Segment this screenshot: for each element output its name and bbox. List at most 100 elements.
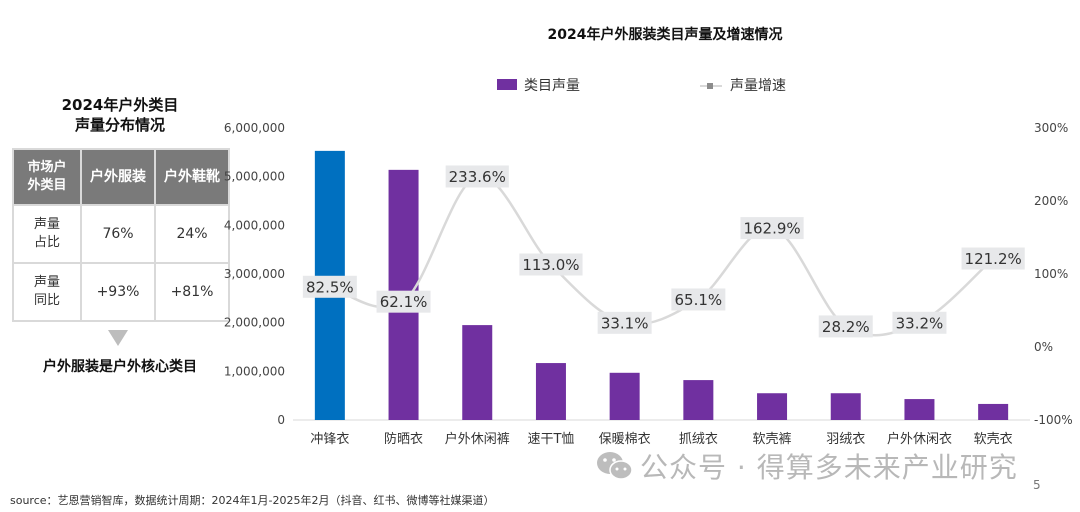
- bar: [462, 325, 493, 420]
- label-background: [740, 217, 804, 240]
- growth-label-text: 82.5%: [306, 278, 354, 296]
- bar: [609, 372, 640, 420]
- x-axis-labels: 冲锋衣 防晒衣 户外休闲裤 速干T恤 保暖棉衣 抓绒衣 软壳裤 羽绒衣 户外休闲衣 软壳衣: [310, 431, 1012, 447]
- table-header-row: 市场户 外类目 户外服装 户外鞋靴: [12, 148, 230, 206]
- wechat-icon: [596, 451, 634, 488]
- growth-data-label: 28.2%: [818, 315, 873, 338]
- page-number: 5: [1033, 478, 1041, 492]
- label-background: [597, 311, 652, 334]
- growth-data-label: 121.2%: [961, 247, 1025, 270]
- growth-label-text: 233.6%: [449, 168, 506, 186]
- y2-tick-label: 100%: [1034, 267, 1068, 281]
- growth-data-label: 113.0%: [519, 253, 583, 276]
- y-tick-label: 5,000,000: [224, 170, 285, 184]
- bar: [978, 403, 1009, 420]
- x-tick-label: 户外休闲裤: [445, 431, 510, 447]
- legend-line-marker: [707, 83, 713, 89]
- x-tick-label: 户外休闲衣: [887, 431, 952, 447]
- growth-line: [329, 175, 994, 337]
- growth-label-text: 113.0%: [522, 256, 579, 274]
- y-tick-label: 0: [277, 413, 285, 427]
- label-background: [519, 253, 583, 276]
- x-tick-label: 速干T恤: [527, 432, 574, 447]
- y-tick-label: 4,000,000: [224, 218, 285, 232]
- x-tick-label: 防晒衣: [384, 431, 423, 447]
- row-label-line: 声量: [33, 217, 60, 232]
- table-header-category: 市场户 外类目: [12, 148, 82, 206]
- legend-bar-label: 类目声量: [524, 78, 580, 94]
- label-background: [302, 275, 357, 298]
- label-background: [961, 247, 1025, 270]
- y-tick-label: 1,000,000: [224, 364, 285, 378]
- row-label-line: 占比: [33, 235, 60, 250]
- x-tick-label: 抓绒衣: [679, 431, 718, 447]
- legend-bar-swatch: [497, 79, 517, 90]
- table-cell: +93%: [80, 262, 156, 322]
- label-background: [818, 315, 873, 338]
- bar: [683, 380, 714, 420]
- table-cell: 76%: [80, 204, 156, 264]
- growth-label-text: 121.2%: [965, 250, 1022, 268]
- y2-tick-label: 300%: [1034, 121, 1068, 135]
- label-background: [445, 165, 509, 188]
- bar: [904, 399, 935, 420]
- y2-tick-label: -100%: [1034, 413, 1073, 427]
- watermark: 公众号 · 得算多未来产业研究: [596, 446, 1018, 488]
- chart-legend: 类目声量 声量增速: [497, 78, 786, 94]
- table-header-footwear: 户外鞋靴: [154, 148, 230, 206]
- x-tick-label: 冲锋衣: [310, 431, 349, 447]
- row-label-line: 声量: [33, 275, 60, 290]
- x-tick-label: 软壳裤: [753, 432, 792, 447]
- table-row: 声量 占比 76% 24%: [12, 204, 230, 264]
- growth-label-text: 62.1%: [380, 293, 428, 311]
- y2-tick-label: 200%: [1034, 194, 1068, 208]
- table-cell: 24%: [154, 204, 230, 264]
- growth-data-label: 33.2%: [892, 311, 947, 334]
- header-line: 市场户: [27, 160, 67, 175]
- left-title-line2: 声量分布情况: [74, 116, 165, 134]
- table-header-apparel: 户外服装: [80, 148, 156, 206]
- y-tick-label: 3,000,000: [224, 267, 285, 281]
- left-panel-title: 2024年户外类目 声量分布情况: [10, 95, 230, 135]
- bar: [757, 393, 788, 420]
- bar: [830, 393, 861, 420]
- table-row: 声量 同比 +93% +81%: [12, 262, 230, 322]
- growth-label-text: 33.2%: [896, 314, 944, 332]
- y-axis-right: -100% 0% 100% 200% 300%: [1034, 121, 1073, 427]
- x-tick-label: 羽绒衣: [826, 431, 865, 447]
- growth-label-text: 162.9%: [743, 220, 800, 238]
- label-background: [892, 311, 947, 334]
- source-note: source：艺恩营销智库，数据统计周期：2024年1月-2025年2月（抖音、…: [10, 494, 495, 507]
- distribution-table: 市场户 外类目 户外服装 户外鞋靴 声量 占比 76% 24% 声量 同比 +9…: [12, 148, 230, 322]
- bar-series: [314, 150, 1009, 420]
- legend-line-label: 声量增速: [730, 78, 786, 94]
- growth-label-text: 33.1%: [601, 314, 649, 332]
- arrow-down-icon: [108, 330, 128, 346]
- table-cell: +81%: [154, 262, 230, 322]
- row-label-line: 同比: [33, 293, 60, 308]
- growth-data-label: 162.9%: [740, 217, 804, 240]
- growth-label-text: 65.1%: [675, 291, 723, 309]
- left-title-line1: 2024年户外类目: [61, 96, 179, 114]
- y-tick-label: 6,000,000: [224, 121, 285, 135]
- growth-data-label: 82.5%: [302, 275, 357, 298]
- growth-labels: 82.5% 62.1% 233.6% 113.0% 33.1% 65.1% 162.9% 28…: [302, 165, 1025, 338]
- x-tick-label: 保暖棉衣: [599, 431, 651, 447]
- x-tick-label: 软壳衣: [974, 431, 1013, 447]
- label-background: [376, 290, 431, 313]
- watermark-text: 公众号 · 得算多未来产业研究: [640, 451, 1018, 484]
- growth-data-label: 233.6%: [445, 165, 509, 188]
- y-axis-left: 0 1,000,000 2,000,000 3,000,000 4,000,000 5,0…: [224, 121, 285, 427]
- y-tick-label: 2,000,000: [224, 316, 285, 330]
- growth-data-label: 33.1%: [597, 311, 652, 334]
- conclusion-text: 户外服装是户外核心类目: [43, 359, 197, 375]
- y2-tick-label: 0%: [1034, 340, 1053, 354]
- growth-data-label: 62.1%: [376, 290, 431, 313]
- header-line: 外类目: [27, 178, 67, 193]
- label-background: [671, 288, 726, 311]
- growth-label-text: 28.2%: [822, 318, 870, 336]
- row-label: 声量 同比: [12, 262, 82, 322]
- row-label: 声量 占比: [12, 204, 82, 264]
- bar: [535, 363, 566, 420]
